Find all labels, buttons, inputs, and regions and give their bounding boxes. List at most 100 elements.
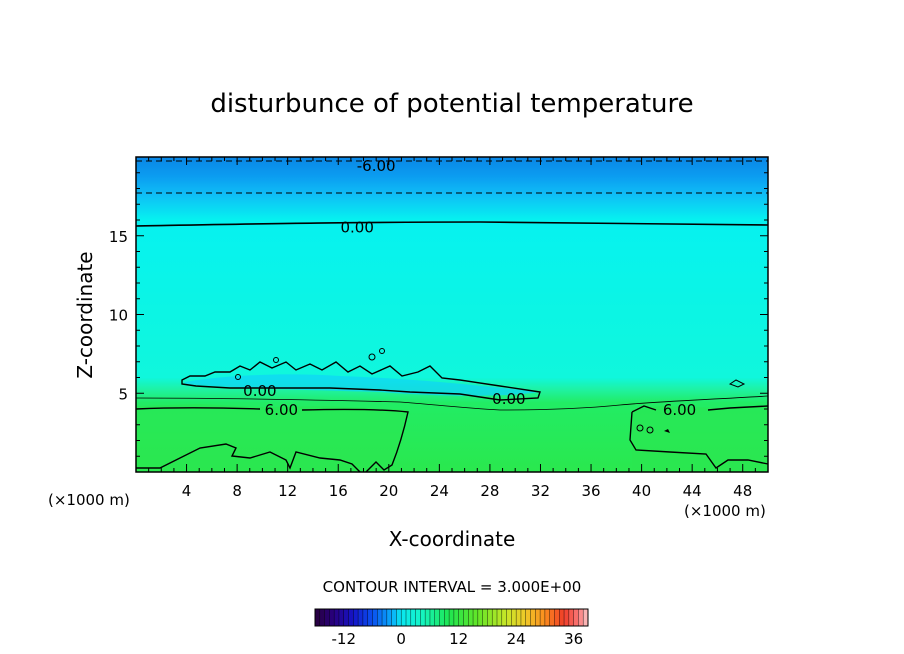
contour-interval-text: CONTOUR INTERVAL = 3.000E+00 [323, 578, 582, 596]
x-tick-label: 32 [531, 482, 550, 500]
colorbar-cell [348, 609, 354, 626]
colorbar-tick-label: 0 [396, 630, 406, 648]
contour-label: 0.00 [243, 382, 276, 400]
colorbar-cell [477, 609, 483, 626]
x-tick-label: 36 [581, 482, 600, 500]
x-tick-label: 44 [683, 482, 702, 500]
colorbar-cell [497, 609, 503, 626]
contour-island [235, 374, 241, 380]
contour-island [379, 348, 385, 354]
colorbar-cell [535, 609, 541, 626]
colorbar-cell [429, 609, 436, 626]
colorbar-cell [420, 609, 426, 626]
contour-six-right [629, 405, 769, 469]
x-tick-label: 8 [232, 482, 242, 500]
contour-label: 0.00 [340, 218, 373, 236]
colorbar-cell [540, 609, 546, 626]
colorbar-cell [338, 609, 345, 626]
x-tick-label: 24 [430, 482, 449, 500]
colorbar-cell [415, 609, 421, 626]
x-tick-label: 16 [329, 482, 348, 500]
x-tick-label: 48 [733, 482, 752, 500]
contour-zero-upper [135, 221, 769, 227]
colorbar-cell [362, 609, 368, 626]
colorbar-cell [353, 609, 359, 626]
contour-island [728, 379, 746, 388]
colorbar-cell [449, 609, 455, 626]
green-region-left [136, 404, 408, 472]
colorbar-cell [439, 609, 445, 626]
contour-island [646, 426, 654, 434]
plot-area: -6.000.000.00 0.006.00 6.00 [135, 157, 769, 473]
colorbar-cell [343, 609, 349, 626]
green-region-right [632, 406, 768, 472]
colorbar-cell [329, 609, 335, 626]
colorbar-cell [453, 609, 459, 626]
colorbar-cell [501, 609, 507, 626]
y-tick-label: 5 [118, 385, 128, 403]
colorbar-cell [525, 609, 531, 626]
colorbar-cell [554, 609, 560, 626]
colorbar-cell [564, 609, 570, 626]
colorbar-cell [396, 609, 402, 626]
x-tick-label: 12 [278, 482, 297, 500]
colorbar-cell [444, 609, 450, 626]
colorbar-cell [401, 609, 407, 626]
colorbar-cell [434, 609, 440, 626]
x-axis-label: X-coordinate [389, 527, 516, 551]
colorbar-cell [319, 609, 325, 626]
colorbar-cell [463, 609, 469, 626]
colorbar-cell [358, 609, 364, 626]
contour-island [664, 429, 670, 433]
x-tick-label: 40 [632, 482, 651, 500]
y-axis-label: Z-coordinate [73, 251, 97, 378]
colorbar-cell [391, 609, 397, 626]
colorbar-cell [583, 609, 589, 626]
colorbar-cell [334, 609, 340, 626]
colorbar-cell [372, 609, 378, 626]
colorbar-cell [487, 609, 493, 626]
colorbar-cell [425, 609, 431, 626]
colorbar-cell [482, 609, 488, 626]
contour-six-left [135, 407, 409, 473]
colorbar-cell [406, 609, 412, 626]
colorbar-cell [516, 609, 522, 626]
colorbar-cell [573, 609, 579, 626]
colorbar-cell [377, 609, 383, 626]
colorbar-cell [559, 609, 565, 626]
colorbar [314, 608, 589, 627]
contour-island [273, 357, 279, 363]
y-tick-label: 10 [109, 307, 128, 325]
contour-boundary-mid [135, 395, 769, 411]
colorbar-cell [520, 609, 527, 626]
colorbar-cell [492, 609, 498, 626]
cyan-pocket [185, 374, 540, 396]
x-tick-label: 28 [480, 482, 499, 500]
contour-label: 6.00 [265, 401, 298, 419]
y-tick-label: 15 [109, 228, 128, 246]
colorbar-cell [315, 609, 321, 626]
colorbar-cell [544, 609, 550, 626]
contour-label: -6.00 [357, 157, 396, 175]
colorbar-cell [468, 609, 474, 626]
colorbar-tick-label: 24 [507, 630, 526, 648]
chart-title: disturbunce of potential temperature [210, 89, 693, 119]
colorbar-cell [578, 609, 584, 626]
colorbar-tick-label: 12 [449, 630, 468, 648]
colorbar-tick-label: 36 [564, 630, 583, 648]
colorbar-cell [473, 609, 479, 626]
contour-label: 0.00 [492, 390, 525, 408]
colorbar-cell [410, 609, 416, 626]
colorbar-cell [530, 609, 536, 626]
x-tick-label: 20 [379, 482, 398, 500]
colorbar-cell [324, 609, 330, 626]
contour-island [636, 424, 644, 432]
colorbar-cell [549, 609, 555, 626]
colorbar-cell [568, 609, 574, 626]
colorbar-cell [382, 609, 388, 626]
colorbar-tick-label: -12 [331, 630, 356, 648]
x-unit-left: (×1000 m) [48, 491, 130, 509]
contour-zero-pocket [181, 361, 541, 401]
colorbar-cell [458, 609, 464, 626]
